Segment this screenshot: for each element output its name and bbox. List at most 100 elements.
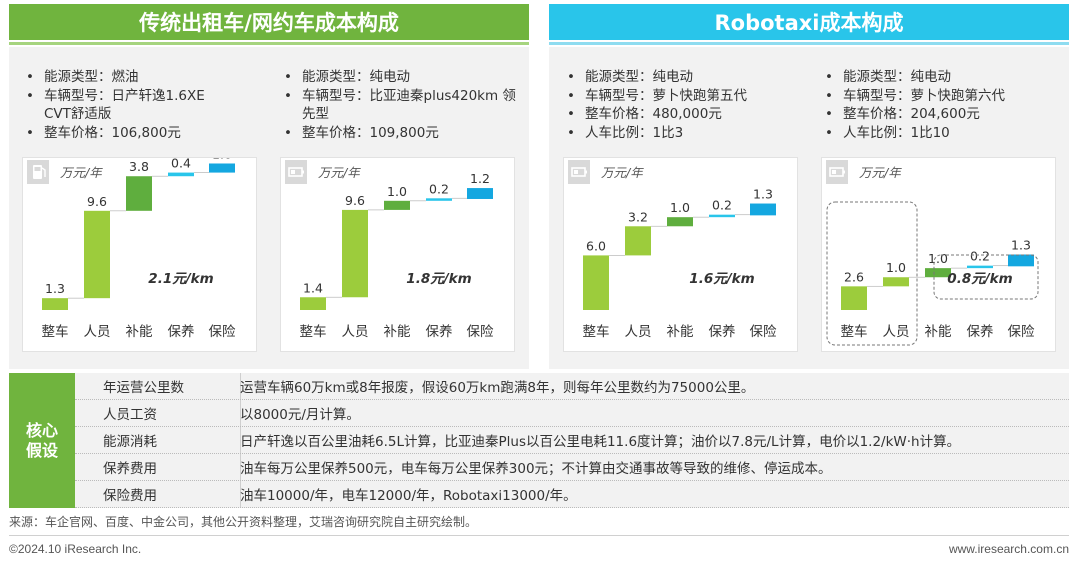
category-label: 人员 <box>342 324 369 340</box>
data-label: 1.3 <box>45 281 65 296</box>
data-label: 3.8 <box>129 159 149 174</box>
bar-补能 <box>925 268 951 278</box>
traditional-header: 传统出租车/网约车成本构成 <box>9 4 529 40</box>
icon-shape <box>843 170 845 174</box>
data-label: 9.6 <box>345 193 365 208</box>
fuel-pump-icon <box>27 160 49 184</box>
data-label: 1.0 <box>670 200 690 215</box>
spec-price: 整车价格：480,000元 <box>563 105 803 124</box>
bar-保养 <box>426 198 452 201</box>
bar-整车 <box>42 298 68 310</box>
category-label: 人员 <box>84 324 111 340</box>
icon-bg <box>826 160 848 184</box>
category-label: 保险 <box>1008 324 1036 340</box>
assumptions-table <box>9 373 1069 508</box>
icon-bg <box>568 160 590 184</box>
spec-model: 车辆型号：日产轩逸1.6XE CVT舒适版 <box>22 87 232 124</box>
cost-per-km-annotation: 1.8元/km <box>406 271 471 287</box>
bar-补能 <box>126 176 152 211</box>
spec-model: 车辆型号：比亚迪秦plus420km 领先型 <box>280 87 525 124</box>
spec-energy: 能源类型：纯电动 <box>821 68 1061 87</box>
bar-保养 <box>967 265 993 269</box>
cost-per-km-annotation: 0.8元/km <box>947 271 1012 287</box>
bar-保险 <box>467 188 493 199</box>
data-label: 1.3 <box>753 187 773 202</box>
row-text: 油车10000/年，电车12000/年，Robotaxi13000/年。 <box>240 488 577 504</box>
spec-list-fuel: 能源类型：燃油 车辆型号：日产轩逸1.6XE CVT舒适版 整车价格：106,8… <box>22 68 252 142</box>
data-label: 0.4 <box>171 158 191 171</box>
cost-per-km-annotation: 2.1元/km <box>148 271 213 287</box>
row-text: 日产轩逸以百公里油耗6.5L计算，比亚迪秦Plus以百公里电耗11.6度计算；油… <box>240 434 961 450</box>
data-label: 0.2 <box>712 198 732 213</box>
footer-rule <box>9 535 1069 536</box>
category-label: 整车 <box>583 323 610 340</box>
spec-model: 车辆型号：萝卜快跑第五代 <box>563 87 803 106</box>
chart-svg: 万元/年 1.4 整车 9.6 人员 1.0 补能 0.2 保养 1.2 保险 1.8元/km <box>285 160 494 340</box>
unit-label: 万元/年 <box>601 165 644 180</box>
chart-svg: 万元/年 1.3 整车 9.6 人员 3.8 补能 0.4 保养 1.0 保险 2.1元/km <box>27 158 236 340</box>
bar-补能 <box>667 217 693 227</box>
data-label: 0.2 <box>970 249 990 264</box>
highlight-box <box>826 201 918 346</box>
category-label: 保险 <box>467 324 494 340</box>
category-label: 整车 <box>300 323 327 340</box>
data-label: 6.0 <box>586 238 606 253</box>
header-rule <box>549 42 1069 45</box>
row-name: 能源消耗 <box>103 434 157 450</box>
icon-shape <box>832 170 836 174</box>
bar-人员 <box>342 209 368 298</box>
data-label: 1.2 <box>470 171 490 186</box>
waterfall-chart-robotaxi-6: 万元/年 2.6 整车 1.0 人员 1.0 补能 0.2 保养 1.3 保险 0.8元/km <box>821 157 1056 352</box>
battery-icon <box>568 160 590 184</box>
bar-保养 <box>709 214 735 218</box>
icon-shape <box>302 170 304 174</box>
data-label: 1.0 <box>886 260 906 275</box>
row-text: 以8000元/月计算。 <box>240 407 360 423</box>
category-label: 整车 <box>42 323 69 340</box>
battery-icon <box>285 160 307 184</box>
spec-price: 整车价格：106,800元 <box>22 124 252 143</box>
bar-人员 <box>883 277 909 287</box>
spec-energy: 能源类型：纯电动 <box>280 68 525 87</box>
bar-整车 <box>841 286 867 310</box>
annotation-box <box>933 254 1039 300</box>
source-note: 来源：车企官网、百度、中金公司，其他公开资料整理，艾瑞咨询研究院自主研究绘制。 <box>9 515 478 529</box>
website-link[interactable]: www.iresearch.com.cn <box>948 542 1069 556</box>
spec-ratio: 人车比例：1比3 <box>563 124 803 143</box>
category-label: 补能 <box>384 324 411 340</box>
row-name: 保险费用 <box>103 488 157 504</box>
bar-整车 <box>300 297 326 310</box>
category-label: 补能 <box>925 324 952 340</box>
spec-list-robotaxi-5: 能源类型：纯电动 车辆型号：萝卜快跑第五代 整车价格：480,000元 人车比例… <box>563 68 803 142</box>
column-divider <box>240 373 241 508</box>
chart-svg: 万元/年 6.0 整车 3.2 人员 1.0 补能 0.2 保养 1.3 保险 1.6元/km <box>568 160 778 340</box>
header-rule <box>9 42 529 45</box>
data-label: 1.0 <box>212 158 232 161</box>
category-label: 保养 <box>426 324 453 340</box>
data-label: 1.0 <box>928 251 948 266</box>
unit-label: 万元/年 <box>318 165 361 180</box>
bar-保险 <box>1008 254 1034 267</box>
spec-price: 整车价格：109,800元 <box>280 124 525 143</box>
waterfall-chart-fuel: 万元/年 1.3 整车 9.6 人员 3.8 补能 0.4 保养 1.0 保险 2.1元/km <box>22 157 257 352</box>
icon-shape <box>585 170 587 174</box>
unit-label: 万元/年 <box>60 165 103 180</box>
bar-人员 <box>84 210 110 299</box>
bar-保养 <box>168 172 194 177</box>
bar-保险 <box>750 203 776 216</box>
data-label: 3.2 <box>628 209 648 224</box>
category-label: 保险 <box>750 324 778 340</box>
spec-ratio: 人车比例：1比10 <box>821 124 1061 143</box>
chart-svg: 万元/年 2.6 整车 1.0 人员 1.0 补能 0.2 保养 1.3 保险 0.8元/km <box>826 160 1039 346</box>
bar-补能 <box>384 200 410 210</box>
bar-人员 <box>625 226 651 256</box>
row-name: 保养费用 <box>103 461 157 477</box>
row-name: 人员工资 <box>103 407 157 423</box>
category-label: 补能 <box>667 324 694 340</box>
icon-shape <box>41 167 46 177</box>
table-row: 人员工资 以8000元/月计算。 <box>75 400 1069 427</box>
copyright: ©2024.10 iResearch Inc. <box>9 542 142 556</box>
spec-energy: 能源类型：纯电动 <box>563 68 803 87</box>
cost-per-km-annotation: 1.6元/km <box>689 271 754 287</box>
spec-list-robotaxi-6: 能源类型：纯电动 车辆型号：萝卜快跑第六代 整车价格：204,600元 人车比例… <box>821 68 1061 142</box>
